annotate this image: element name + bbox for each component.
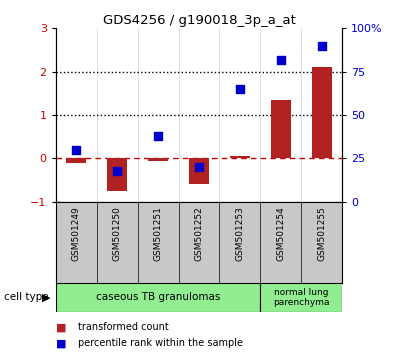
Bar	[312, 67, 332, 159]
Point	[73, 147, 79, 153]
Point	[278, 57, 284, 62]
Bar	[56, 283, 260, 312]
Text: GSM501252: GSM501252	[195, 206, 203, 261]
Text: cell type: cell type	[4, 292, 49, 302]
Title: GDS4256 / g190018_3p_a_at: GDS4256 / g190018_3p_a_at	[103, 14, 295, 27]
Text: GSM501251: GSM501251	[154, 206, 162, 261]
Bar	[230, 156, 250, 159]
Bar	[271, 100, 291, 159]
Text: GSM501250: GSM501250	[113, 206, 122, 261]
Bar	[189, 159, 209, 184]
Bar	[148, 159, 168, 161]
Point	[319, 43, 325, 48]
Text: percentile rank within the sample: percentile rank within the sample	[78, 338, 243, 348]
Text: caseous TB granulomas: caseous TB granulomas	[96, 292, 220, 302]
Text: GSM501249: GSM501249	[72, 206, 81, 261]
Text: GSM501254: GSM501254	[276, 206, 285, 261]
Text: normal lung
parenchyma: normal lung parenchyma	[273, 288, 330, 307]
Text: ■: ■	[56, 322, 66, 332]
Point	[237, 86, 243, 92]
Bar	[260, 283, 342, 312]
Bar	[66, 159, 86, 163]
Point	[155, 133, 161, 139]
Bar	[107, 159, 127, 191]
Point	[114, 168, 120, 173]
Text: ▶: ▶	[42, 292, 50, 302]
Text: transformed count: transformed count	[78, 322, 168, 332]
Text: ■: ■	[56, 338, 66, 348]
Text: GSM501253: GSM501253	[236, 206, 244, 261]
Text: GSM501255: GSM501255	[317, 206, 326, 261]
Point	[196, 164, 202, 170]
